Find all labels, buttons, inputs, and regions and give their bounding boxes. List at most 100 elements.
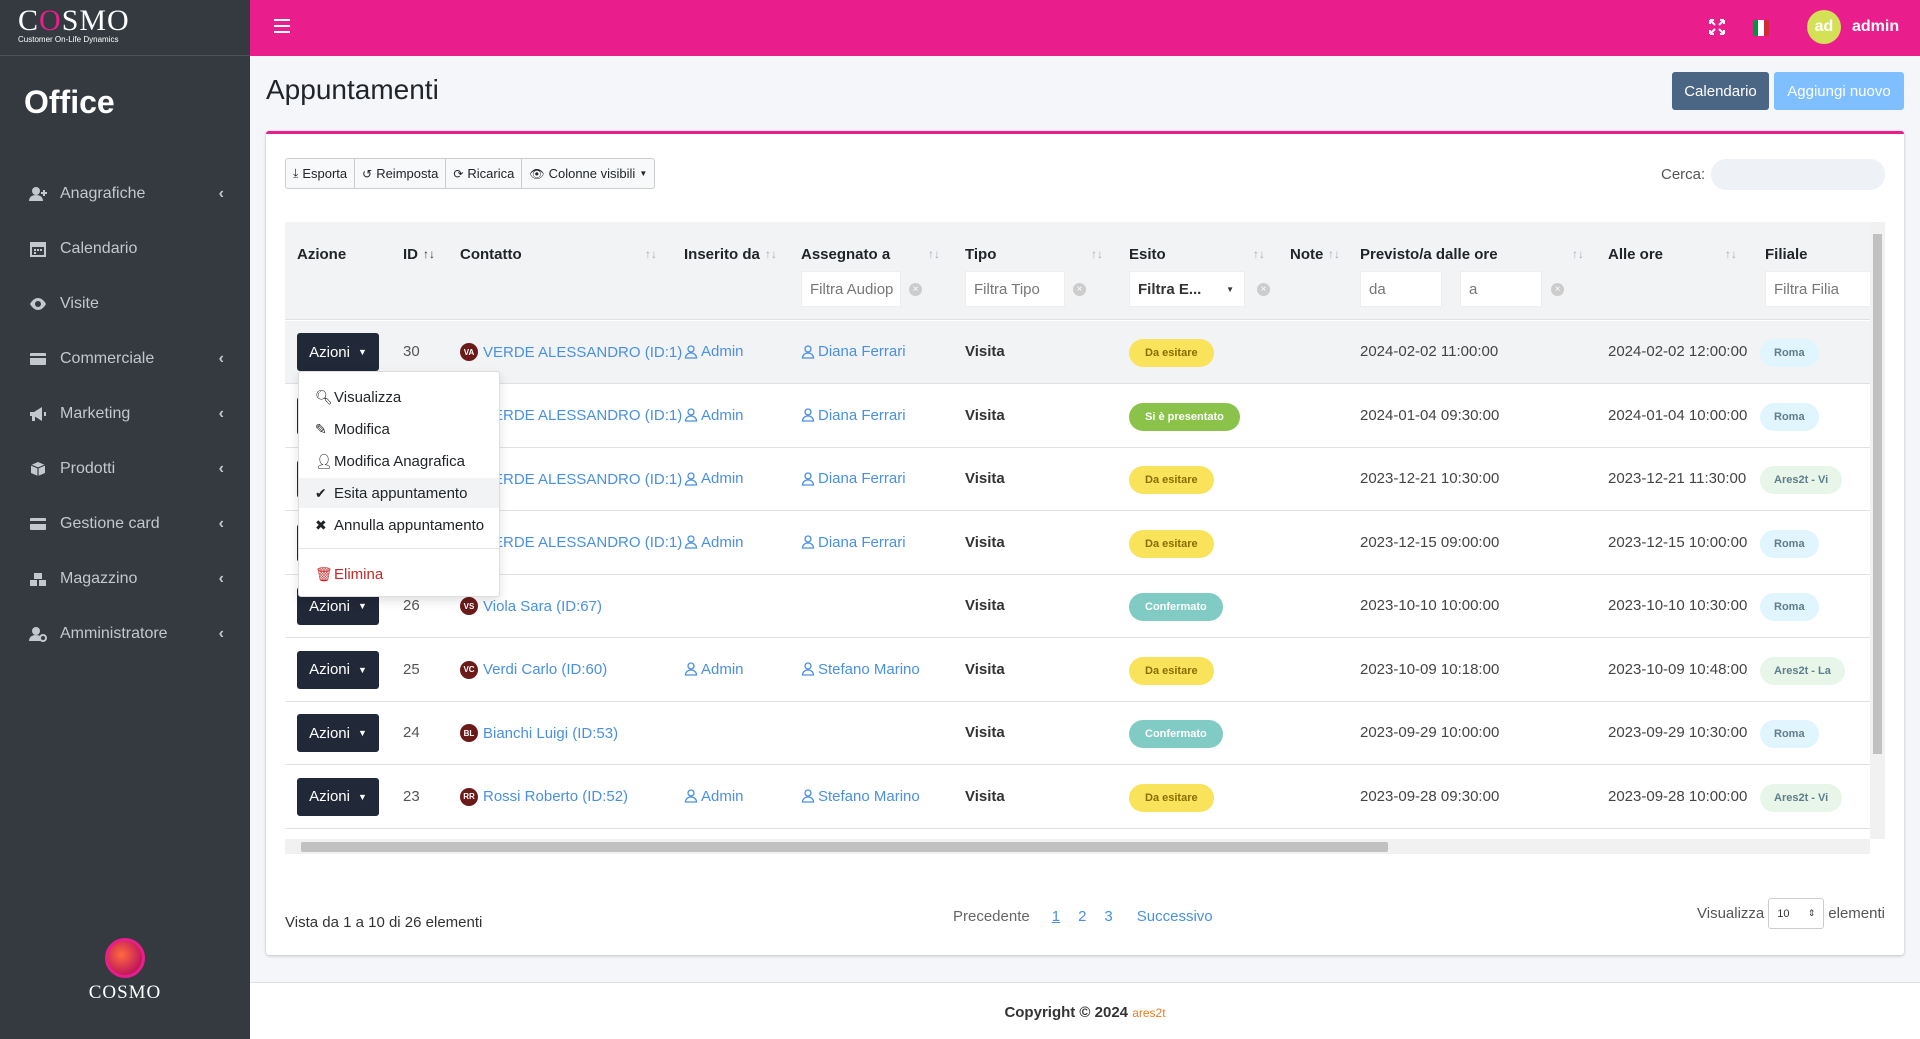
header-note[interactable]: Note — [1290, 246, 1324, 263]
clear-filter-icon[interactable]: × — [909, 283, 922, 296]
cell-inserito-link[interactable]: Admin — [684, 407, 744, 424]
sort-icon[interactable]: ↑↓ — [1253, 247, 1265, 261]
menu-item-esita-appuntamento[interactable]: ✔ Esita appuntamento — [299, 478, 499, 508]
brand-logo[interactable]: COSMO Customer On-Life Dynamics — [0, 0, 250, 56]
reload-button[interactable]: ⟳ Ricarica — [446, 159, 523, 188]
user-icon — [684, 471, 698, 486]
cell-start-time: 2023-10-10 10:00:00 — [1360, 597, 1500, 614]
clear-filter-icon[interactable]: × — [1073, 283, 1086, 296]
cell-inserito-link[interactable]: Admin — [684, 661, 744, 678]
page-2-button[interactable]: 2 — [1078, 908, 1087, 925]
contact-avatar: RR — [460, 787, 478, 806]
contact-avatar: VS — [460, 597, 478, 615]
horizontal-scrollbar[interactable] — [285, 839, 1870, 854]
header-inserito[interactable]: Inserito da — [684, 246, 760, 263]
menu-item-modifica[interactable]: ✎ Modifica — [315, 420, 390, 438]
filter-from-input[interactable]: da — [1360, 271, 1442, 307]
cell-assegnato-link[interactable]: Diana Ferrari — [801, 534, 906, 551]
header-previsto[interactable]: Previsto/a dalle ore — [1360, 246, 1498, 263]
cell-contact-link[interactable]: VC Verdi Carlo (ID:60) — [460, 660, 607, 679]
header-assegnato[interactable]: Assegnato a — [801, 246, 891, 263]
menu-item-visualizza[interactable]: 🔍︎ Visualizza — [315, 388, 402, 406]
sort-icon[interactable]: ↑↓ — [645, 247, 657, 261]
sidebar-item-prodotti[interactable]: Prodotti ‹ — [0, 441, 250, 496]
cell-inserito-link[interactable]: Admin — [684, 534, 744, 551]
sort-icon[interactable]: ↑↓ — [1328, 247, 1340, 261]
previous-page-button[interactable]: Precedente — [953, 908, 1030, 925]
user-icon — [801, 408, 815, 422]
sort-desc-icon[interactable]: ↑↓ — [423, 247, 435, 261]
sidebar-item-gestione-card[interactable]: Gestione card ‹ — [0, 496, 250, 551]
avatar[interactable]: ad — [1807, 10, 1841, 44]
sidebar: COSMO Customer On-Life Dynamics Office A… — [0, 0, 250, 1039]
chevron-left-icon: ‹ — [218, 349, 224, 367]
cell-contact-link[interactable]: RR Rossi Roberto (ID:52) — [460, 787, 628, 806]
export-button[interactable]: ⤓ Esporta — [286, 159, 356, 188]
cell-assegnato-link[interactable]: Diana Ferrari — [801, 407, 906, 424]
sort-icon[interactable]: ↑↓ — [1725, 247, 1737, 261]
vertical-scrollbar[interactable] — [1870, 222, 1885, 839]
page-3-button[interactable]: 3 — [1104, 908, 1113, 925]
add-new-button[interactable]: Aggiungi nuovo — [1774, 72, 1904, 110]
filter-filiale-input[interactable]: Filtra Filia — [1765, 271, 1885, 307]
sidebar-item-amministratore[interactable]: Amministratore ‹ — [0, 606, 250, 661]
cell-assegnato-link[interactable]: Stefano Marino — [801, 788, 920, 805]
status-badge: Da esitare — [1129, 783, 1214, 812]
page-1-button[interactable]: 1 — [1051, 908, 1061, 925]
sidebar-item-calendario[interactable]: Calendario — [0, 221, 250, 276]
status-badge: Da esitare — [1129, 339, 1214, 367]
menu-item-annulla-appuntamento[interactable]: ✖ Annulla appuntamento — [315, 516, 485, 534]
cell-inserito-link[interactable]: Admin — [684, 343, 744, 360]
header-tipo[interactable]: Tipo — [965, 246, 997, 263]
next-page-button[interactable]: Successivo — [1136, 908, 1213, 925]
username[interactable]: admin — [1852, 18, 1900, 35]
actions-button[interactable]: Azioni▼ — [297, 714, 379, 752]
sort-icon[interactable]: ↑↓ — [765, 247, 777, 261]
sort-icon[interactable]: ↑↓ — [1572, 247, 1584, 261]
cell-contact-link[interactable]: VS Viola Sara (ID:67) — [460, 597, 602, 615]
actions-button[interactable]: Azioni▼ — [297, 650, 379, 689]
header-esito[interactable]: Esito — [1129, 246, 1166, 263]
caret-down-icon: ▼ — [1226, 285, 1234, 294]
header-contatto[interactable]: Contatto — [460, 246, 522, 263]
clear-filter-icon[interactable]: × — [1551, 283, 1564, 296]
page-length-select[interactable]: 10 ⇕ — [1768, 898, 1825, 929]
cell-end-time: 2023-12-21 11:30:00 — [1608, 470, 1747, 487]
search-input[interactable] — [1711, 159, 1885, 190]
reset-button[interactable]: ↺ Reimposta — [355, 159, 447, 188]
filter-esito-select[interactable]: Filtra E... ▼ — [1129, 271, 1245, 307]
sidebar-item-marketing[interactable]: Marketing ‹ — [0, 386, 250, 441]
visible-columns-button[interactable]: 👁 Colonne visibili ▼ — [529, 166, 648, 181]
ares2t-logo[interactable]: ares2t — [1132, 1006, 1166, 1020]
actions-button[interactable]: Azioni▼ — [297, 777, 379, 816]
menu-toggle-icon[interactable] — [274, 19, 290, 33]
actions-button[interactable]: Azioni▼ — [297, 333, 379, 371]
sidebar-item-anagrafiche[interactable]: Anagrafiche ‹ — [0, 166, 250, 221]
cell-inserito-link[interactable]: Admin — [684, 470, 744, 487]
filter-assegnato-input[interactable]: Filtra Audiop — [801, 271, 901, 307]
cell-assegnato-link[interactable]: Stefano Marino — [801, 661, 920, 678]
filter-to-input[interactable]: a — [1460, 271, 1542, 307]
sidebar-item-magazzino[interactable]: Magazzino ‹ — [0, 551, 250, 606]
cell-inserito-link[interactable]: Admin — [684, 788, 744, 805]
chevron-left-icon: ‹ — [218, 404, 224, 422]
cell-contact-link[interactable]: BL Bianchi Luigi (ID:53) — [460, 724, 618, 742]
header-id[interactable]: ID — [403, 246, 418, 263]
calendar-button[interactable]: Calendario — [1672, 72, 1769, 110]
clear-filter-icon[interactable]: × — [1257, 283, 1270, 296]
header-alle[interactable]: Alle ore — [1608, 246, 1664, 263]
sidebar-item-commerciale[interactable]: Commerciale ‹ — [0, 331, 250, 386]
sort-icon[interactable]: ↑↓ — [1091, 247, 1103, 261]
italian-flag-icon[interactable] — [1753, 20, 1769, 36]
cell-assegnato-link[interactable]: Diana Ferrari — [801, 343, 906, 360]
menu-item-elimina[interactable]: 🗑︎ Elimina — [315, 565, 384, 583]
cell-assegnato-link[interactable]: Diana Ferrari — [801, 470, 906, 487]
header-filiale[interactable]: Filiale — [1765, 246, 1808, 263]
fullscreen-icon[interactable] — [1708, 18, 1726, 36]
sort-icon[interactable]: ↑↓ — [928, 247, 940, 261]
sidebar-item-visite[interactable]: Visite — [0, 276, 250, 331]
filter-tipo-input[interactable]: Filtra Tipo — [965, 271, 1065, 307]
menu-item-modifica-anagrafica[interactable]: 👤︎ Modifica Anagrafica — [315, 452, 465, 470]
cell-start-time: 2023-12-21 10:30:00 — [1360, 470, 1500, 487]
